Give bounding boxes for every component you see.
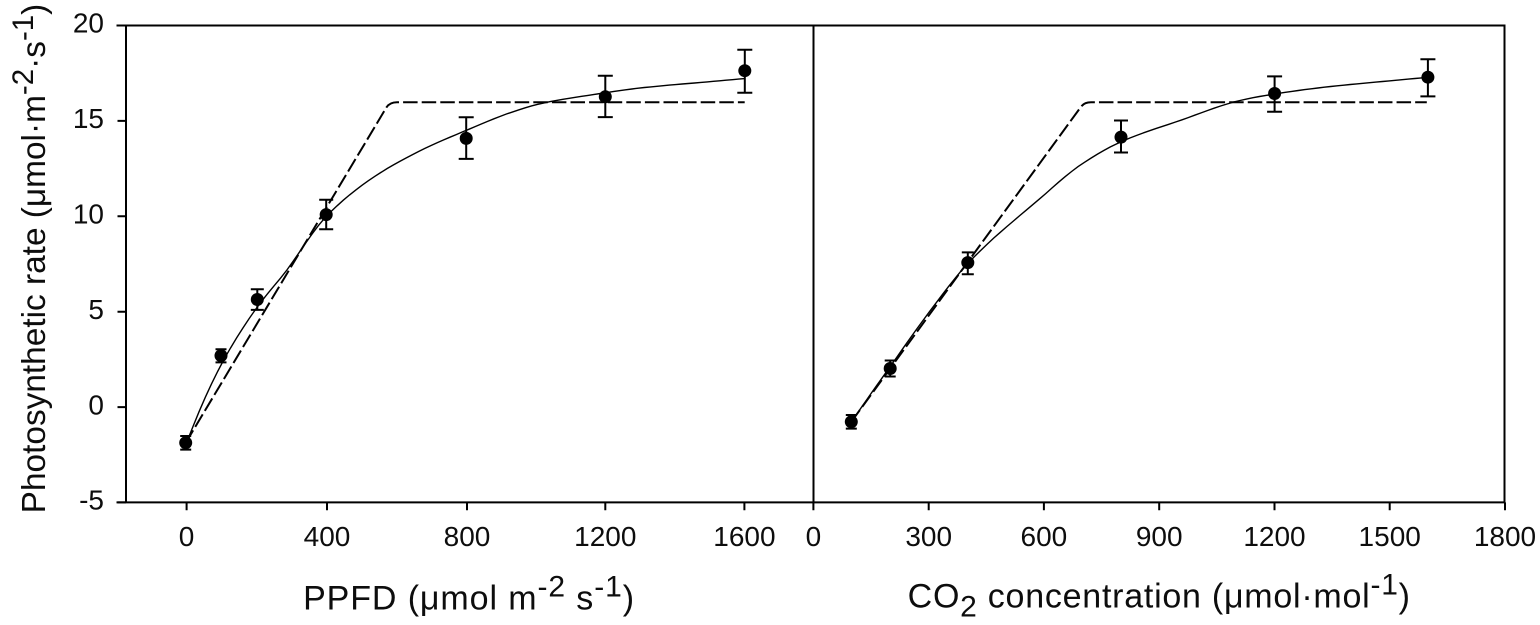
svg-text:900: 900 <box>1136 521 1183 552</box>
svg-text:20: 20 <box>73 8 104 39</box>
svg-text:0: 0 <box>806 521 822 552</box>
svg-text:0: 0 <box>179 521 195 552</box>
svg-text:800: 800 <box>444 521 491 552</box>
svg-text:1600: 1600 <box>713 521 775 552</box>
svg-text:15: 15 <box>73 103 104 134</box>
svg-text:1500: 1500 <box>1359 521 1421 552</box>
svg-text:1200: 1200 <box>1243 521 1305 552</box>
svg-text:600: 600 <box>1021 521 1068 552</box>
svg-text:CO2 concentration (μmol·mol-1): CO2 concentration (μmol·mol-1) <box>908 569 1411 624</box>
svg-text:-5: -5 <box>79 485 104 516</box>
svg-text:300: 300 <box>905 521 952 552</box>
svg-text:10: 10 <box>73 199 104 230</box>
svg-text:1200: 1200 <box>574 521 636 552</box>
svg-text:5: 5 <box>88 294 104 325</box>
svg-text:400: 400 <box>304 521 351 552</box>
svg-text:1800: 1800 <box>1474 521 1536 552</box>
svg-text:0: 0 <box>88 389 104 420</box>
